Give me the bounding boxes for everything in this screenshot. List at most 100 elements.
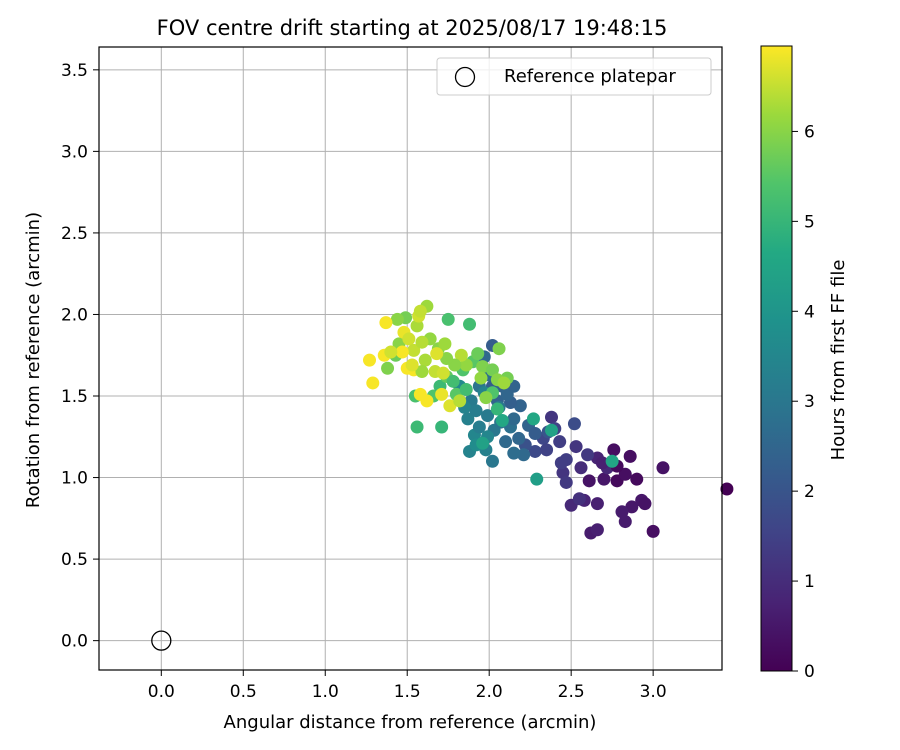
data-point xyxy=(472,420,486,434)
data-point xyxy=(441,312,455,326)
y-tick-label: 1.0 xyxy=(61,469,88,489)
data-point xyxy=(615,505,629,519)
data-point xyxy=(436,366,450,380)
data-point xyxy=(590,497,604,511)
data-point xyxy=(582,474,596,488)
data-point xyxy=(605,454,619,468)
data-point xyxy=(410,420,424,434)
data-point xyxy=(618,467,632,481)
data-point xyxy=(459,382,473,396)
data-point xyxy=(407,343,421,357)
y-tick-label: 2.0 xyxy=(61,305,88,325)
x-tick-label: 2.5 xyxy=(558,682,585,702)
data-point xyxy=(559,475,573,489)
data-point xyxy=(443,399,457,413)
legend-box xyxy=(436,57,712,96)
data-point xyxy=(638,497,652,511)
data-point xyxy=(410,319,424,333)
colorbar-tick-label: 1 xyxy=(804,572,815,592)
x-axis-label: Angular distance from reference (arcmin) xyxy=(224,712,597,733)
reference-point xyxy=(151,630,172,651)
data-point xyxy=(485,363,499,377)
data-point xyxy=(507,412,521,426)
y-axis-label: Rotation from reference (arcmin) xyxy=(23,212,44,508)
plot-frame xyxy=(98,46,723,671)
data-point xyxy=(574,461,588,475)
data-point xyxy=(485,454,499,468)
data-point xyxy=(476,360,490,374)
y-tick-label: 0.5 xyxy=(61,550,88,570)
data-point xyxy=(590,523,604,537)
y-tick-label: 1.5 xyxy=(61,387,88,407)
data-point xyxy=(363,353,377,367)
data-point xyxy=(435,387,449,401)
data-point xyxy=(402,332,416,346)
colorbar-tick-label: 2 xyxy=(804,482,815,502)
y-axis-ticks: 0.0 0.5 1.0 1.5 2.0 2.5 3.0 3.5 xyxy=(61,61,99,652)
data-point xyxy=(581,448,595,462)
data-point xyxy=(415,335,429,349)
chart-title: FOV centre drift starting at 2025/08/17 … xyxy=(157,16,668,40)
data-point xyxy=(572,492,586,506)
data-point xyxy=(720,482,734,496)
x-tick-label: 2.0 xyxy=(476,682,503,702)
data-point xyxy=(446,374,460,388)
data-point xyxy=(630,472,644,486)
data-point xyxy=(459,358,473,372)
data-point xyxy=(440,352,454,365)
legend-label: Reference platepar xyxy=(504,66,676,87)
data-point xyxy=(540,443,554,457)
data-points xyxy=(363,299,734,540)
y-tick-label: 2.5 xyxy=(61,224,88,244)
colorbar-tick-label: 3 xyxy=(804,392,815,412)
data-point xyxy=(607,443,621,457)
data-point xyxy=(507,446,521,460)
data-point xyxy=(481,409,495,423)
data-point xyxy=(418,353,432,367)
y-tick-label: 0.0 xyxy=(61,632,88,652)
legend-marker-open-circle xyxy=(454,66,476,88)
data-point xyxy=(438,337,452,351)
data-point xyxy=(499,435,513,449)
data-point xyxy=(553,435,567,449)
data-point xyxy=(512,431,526,445)
colorbar-label: Hours from first FF file xyxy=(828,260,849,461)
data-point xyxy=(554,456,568,470)
data-point xyxy=(474,371,488,385)
reference-marker xyxy=(151,630,172,651)
data-point xyxy=(420,394,434,408)
data-point xyxy=(471,347,485,361)
data-point xyxy=(556,466,570,480)
data-point xyxy=(413,304,427,318)
data-point xyxy=(544,410,558,424)
data-point xyxy=(618,515,632,529)
x-tick-label: 1.0 xyxy=(312,682,339,702)
data-point xyxy=(415,365,429,379)
data-point xyxy=(517,448,531,462)
data-point xyxy=(435,420,449,434)
data-point xyxy=(463,317,477,331)
data-point xyxy=(453,394,467,408)
colorbar-ticks: 0 1 2 3 4 5 6 xyxy=(792,122,815,682)
y-tick-label: 3.5 xyxy=(61,61,88,81)
legend: Reference platepar xyxy=(436,57,712,96)
x-tick-label: 1.5 xyxy=(394,682,421,702)
colorbar-tick-label: 5 xyxy=(804,212,815,232)
data-point xyxy=(381,361,395,375)
data-point xyxy=(595,456,609,470)
data-point xyxy=(479,391,493,405)
data-point xyxy=(476,436,490,450)
x-tick-label: 0.0 xyxy=(148,682,175,702)
data-point xyxy=(625,500,639,514)
data-point xyxy=(379,316,393,330)
colorbar-tick-label: 0 xyxy=(804,662,815,682)
data-point xyxy=(405,358,419,372)
data-point xyxy=(544,423,558,437)
data-point xyxy=(567,417,581,431)
colorbar-tick-label: 4 xyxy=(804,302,815,322)
data-point xyxy=(469,404,483,418)
data-point xyxy=(528,427,542,441)
x-tick-label: 3.0 xyxy=(640,682,667,702)
data-point xyxy=(495,413,509,427)
data-point xyxy=(597,472,611,486)
